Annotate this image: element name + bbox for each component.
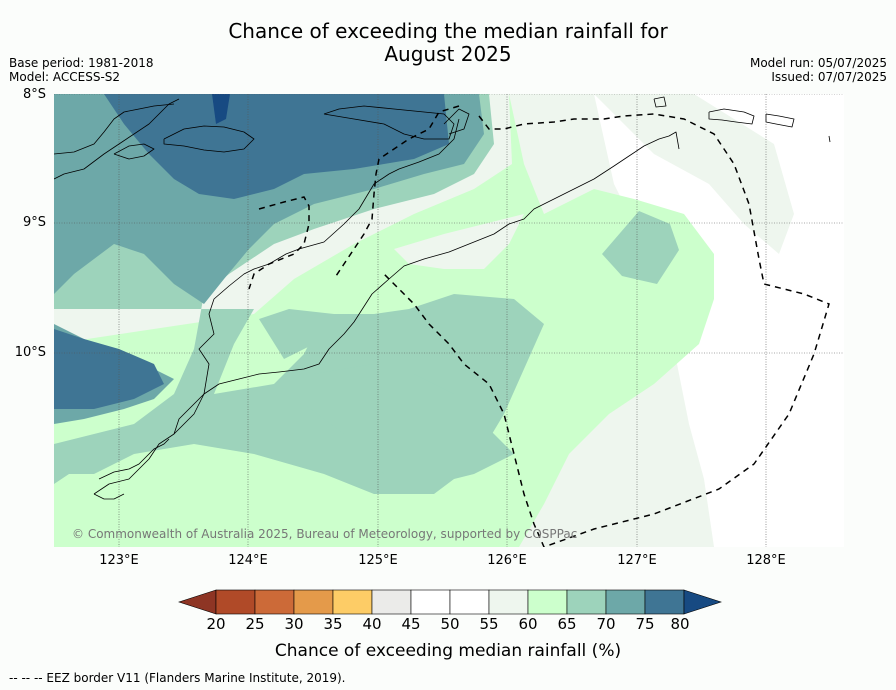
colorbar-bin <box>566 589 607 615</box>
colorbar-bin <box>371 589 412 615</box>
issued-text: Issued: 07/07/2025 <box>771 70 887 84</box>
rote-island <box>98 438 170 480</box>
kisar-island <box>443 108 470 135</box>
lon-label-123e: 123°E <box>99 553 139 568</box>
colorbar-over-arrow <box>683 589 722 615</box>
eez-border-west <box>333 105 460 280</box>
copyright-text: © Commonwealth of Australia 2025, Bureau… <box>72 527 577 541</box>
lon-label-128e: 128°E <box>746 553 786 568</box>
lat-label-10s: 10°S <box>14 345 46 360</box>
babar-island-1 <box>653 96 667 108</box>
eez-border <box>248 105 830 547</box>
colorbar-bin <box>293 589 334 615</box>
timor-coast-south <box>173 118 460 435</box>
base-period-text: Base period: 1981-2018 <box>9 56 154 70</box>
colorbar-tick: 45 <box>401 615 421 633</box>
colorbar-label: Chance of exceeding median rainfall (%) <box>274 641 622 661</box>
colorbar-tick: 70 <box>596 615 616 633</box>
run-info: Model run: 05/07/2025 Issued: 07/07/2025 <box>750 56 887 84</box>
colorbar-bin <box>410 589 451 615</box>
model-info: Base period: 1981-2018 Model: ACCESS-S2 <box>9 56 154 84</box>
colorbar-tick: 75 <box>635 615 655 633</box>
colorbar-tick: 30 <box>284 615 304 633</box>
colorbar-tick: 35 <box>323 615 343 633</box>
colorbar-bin <box>527 589 568 615</box>
colorbar-tick: 25 <box>245 615 265 633</box>
colorbar-tick: 40 <box>362 615 382 633</box>
region-above-80 <box>212 94 230 124</box>
babar-island-3 <box>765 113 795 128</box>
colorbar-tick: 60 <box>518 615 538 633</box>
eez-footnote: -- -- -- EEZ border V11 (Flanders Marine… <box>9 671 346 685</box>
lon-label-126e: 126°E <box>487 553 527 568</box>
colorbar-tick: 65 <box>557 615 577 633</box>
region-55-60-inner <box>394 214 524 269</box>
colorbar-bin <box>605 589 646 615</box>
flores-coast-2 <box>54 103 175 155</box>
graticule <box>54 94 844 547</box>
model-run-text: Model run: 05/07/2025 <box>749 56 887 70</box>
rainfall-probability-map: © Commonwealth of Australia 2025, Bureau… <box>54 94 844 547</box>
colorbar <box>178 589 722 615</box>
lat-label-9s: 9°S <box>22 215 46 230</box>
map-title: Chance of exceeding the median rainfall … <box>0 20 896 66</box>
colorbar-tick: 50 <box>440 615 460 633</box>
alor-island <box>163 125 255 153</box>
colorbar-tick: 55 <box>479 615 499 633</box>
eez-border-enclave <box>248 196 310 290</box>
lon-label-127e: 127°E <box>617 553 657 568</box>
colorbar-bin <box>332 589 373 615</box>
babar-island-2 <box>708 108 755 125</box>
title-line-1: Chance of exceeding the median rainfall … <box>228 19 668 43</box>
wetar-island <box>323 105 455 140</box>
sawu-island <box>93 493 125 500</box>
flores-coast-1 <box>54 98 180 180</box>
solor-island <box>113 143 155 160</box>
colorbar-bin <box>254 589 295 615</box>
lon-label-124e: 124°E <box>228 553 268 568</box>
colorbar-bin <box>644 589 685 615</box>
colorbar-tick: 20 <box>206 615 226 633</box>
colorbar-bin <box>488 589 529 615</box>
title-line-2: August 2025 <box>384 42 512 66</box>
colorbar-bin <box>215 589 256 615</box>
region-55-60-north <box>594 94 794 254</box>
lon-label-125e: 125°E <box>358 553 398 568</box>
region-75-80-west <box>54 329 164 409</box>
region-65-70-southeast <box>274 364 514 484</box>
model-name-text: Model: ACCESS-S2 <box>9 70 121 84</box>
babar-island-4 <box>828 135 831 143</box>
lat-label-8s: 8°S <box>22 87 46 102</box>
region-65-70-east <box>602 211 679 284</box>
eez-border-main <box>383 113 830 547</box>
colorbar-tick: 80 <box>670 615 690 633</box>
colorbar-bin <box>449 589 490 615</box>
colorbar-under-arrow <box>178 589 217 615</box>
region-65-70-patch-south <box>259 309 334 359</box>
